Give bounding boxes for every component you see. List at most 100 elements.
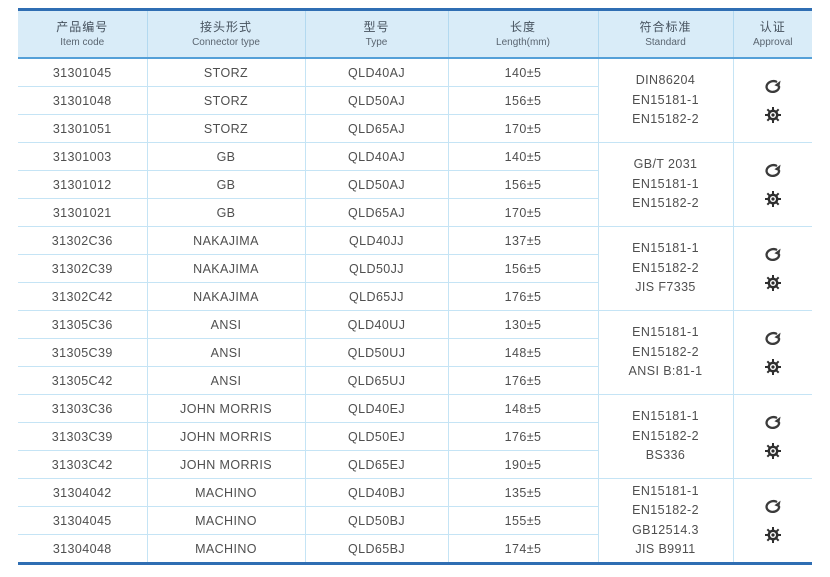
length-cell: 148±5 <box>447 394 599 423</box>
type-cell: QLD40UJ <box>304 310 449 339</box>
col-header-standard-en: Standard <box>645 36 686 48</box>
col-header-standard-zh: 符合标准 <box>639 20 692 35</box>
col-header-standard: 符合标准 Standard <box>597 9 733 59</box>
length-cell: 137±5 <box>447 226 599 255</box>
standard-cell: DIN86204 EN15181-1 EN15182-2 <box>597 57 734 143</box>
standard-cell: EN15181-1 EN15182-2 BS336 <box>597 394 734 479</box>
col-header-item-code: 产品编号 Item code <box>18 9 147 59</box>
table-row: 31304048 MACHINO QLD65BJ 174±5 <box>18 534 812 564</box>
connector-type-cell: JOHN MORRIS <box>146 450 306 479</box>
item-code-cell: 31302C42 <box>18 282 148 311</box>
item-code-cell: 31305C36 <box>18 310 148 339</box>
product-table: 产品编号 Item code 接头形式 Connector type 型号 Ty… <box>18 8 812 565</box>
length-cell: 148±5 <box>447 338 598 367</box>
gear-seal-icon <box>764 442 781 459</box>
item-code-cell: 31304048 <box>18 534 148 564</box>
type-cell: QLD65AJ <box>304 198 449 227</box>
item-code-cell: 31302C36 <box>18 226 148 255</box>
connector-type-cell: STORZ <box>146 114 306 143</box>
standard-line: EN15182-2 <box>632 196 699 211</box>
gear-seal-icon <box>764 106 781 123</box>
type-cell: QLD50UJ <box>304 338 449 367</box>
approval-cell <box>732 478 812 564</box>
standard-line: EN15181-1 <box>632 241 699 256</box>
item-code-cell: 31303C36 <box>18 394 148 423</box>
type-cell: QLD65JJ <box>304 282 449 311</box>
gear-seal-icon <box>764 274 781 291</box>
connector-type-cell: ANSI <box>146 310 306 339</box>
type-cell: QLD65AJ <box>304 114 449 143</box>
table-row: 31305C36 ANSI QLD40UJ 130±5 EN15181-1 EN15182… <box>18 310 812 395</box>
col-header-approval: 认证 Approval <box>732 9 812 59</box>
standard-line: EN15182-2 <box>632 112 699 127</box>
certificate-stamp-icon <box>762 79 783 96</box>
connector-type-cell: JOHN MORRIS <box>146 394 306 423</box>
table-row: 31303C39 JOHN MORRIS QLD50EJ 176±5 <box>18 422 812 451</box>
approval-icon-stack <box>736 331 811 375</box>
approval-cell <box>732 310 812 395</box>
type-cell: QLD40JJ <box>304 226 449 255</box>
connector-type-cell: GB <box>146 142 306 171</box>
type-cell: QLD65EJ <box>304 450 449 479</box>
header-row: 产品编号 Item code 接头形式 Connector type 型号 Ty… <box>18 9 812 59</box>
item-code-cell: 31304045 <box>18 506 148 535</box>
col-header-item-code-zh: 产品编号 <box>56 20 109 35</box>
gear-seal-icon <box>764 358 781 375</box>
length-cell: 190±5 <box>447 450 598 479</box>
length-cell: 176±5 <box>447 282 598 311</box>
col-header-connector-type-en: Connector type <box>192 36 260 48</box>
table-row: 31303C42 JOHN MORRIS QLD65EJ 190±5 <box>18 450 812 479</box>
table-row: 31301012 GB QLD50AJ 156±5 <box>18 170 812 199</box>
table-row: 31301051 STORZ QLD65AJ 170±5 <box>18 114 812 143</box>
connector-type-cell: GB <box>146 170 306 199</box>
type-cell: QLD65UJ <box>304 366 449 395</box>
standard-line: EN15182-2 <box>632 428 699 443</box>
length-cell: 140±5 <box>447 57 599 87</box>
standard-line: ANSI B:81-1 <box>628 364 703 379</box>
col-header-length: 长度 Length(mm) <box>447 9 598 59</box>
table-row: 31302C42 NAKAJIMA QLD65JJ 176±5 <box>18 282 812 311</box>
col-header-approval-zh: 认证 <box>759 20 786 35</box>
table-row: 31303C36 JOHN MORRIS QLD40EJ 148±5 EN15181-1… <box>18 394 812 479</box>
length-cell: 176±5 <box>447 422 598 451</box>
standard-line: JIS B9911 <box>635 541 696 556</box>
approval-icon-stack <box>736 247 811 291</box>
standard-line: JIS F7335 <box>635 280 696 295</box>
standard-line: EN15181-1 <box>632 483 699 498</box>
length-cell: 140±5 <box>447 142 599 171</box>
standard-line: BS336 <box>645 448 686 463</box>
col-header-length-en: Length(mm) <box>496 36 550 48</box>
length-cell: 176±5 <box>447 366 598 395</box>
standard-cell: EN15181-1 EN15182-2 GB12514.3 JIS B9911 <box>597 478 734 564</box>
connector-type-cell: JOHN MORRIS <box>146 422 306 451</box>
table-row: 31301021 GB QLD65AJ 170±5 <box>18 198 812 227</box>
standard-line: GB/T 2031 <box>633 157 698 172</box>
connector-type-cell: MACHINO <box>146 534 306 564</box>
type-cell: QLD40BJ <box>304 478 449 507</box>
item-code-cell: 31301048 <box>18 86 148 115</box>
table-row: 31301045 STORZ QLD40AJ 140±5 DIN86204 EN15181… <box>18 57 812 143</box>
approval-icon-stack <box>736 499 811 543</box>
item-code-cell: 31305C39 <box>18 338 148 367</box>
length-cell: 156±5 <box>447 86 598 115</box>
col-header-approval-en: Approval <box>753 36 793 48</box>
approval-cell <box>732 394 812 479</box>
standard-line: EN15181-1 <box>632 409 699 424</box>
connector-type-cell: ANSI <box>146 338 306 367</box>
standard-line: GB12514.3 <box>632 522 699 537</box>
type-cell: QLD40AJ <box>304 142 449 171</box>
approval-icon-stack <box>736 163 811 207</box>
table-row: 31301048 STORZ QLD50AJ 156±5 <box>18 86 812 115</box>
standard-line: EN15181-1 <box>632 176 699 191</box>
standard-line: EN15181-1 <box>632 325 699 340</box>
col-header-length-zh: 长度 <box>509 20 536 35</box>
standard-line: EN15182-2 <box>632 344 699 359</box>
table-row: 31301003 GB QLD40AJ 140±5 GB/T 2031 EN15181-1… <box>18 142 812 227</box>
length-cell: 174±5 <box>447 534 598 564</box>
table-row: 31302C39 NAKAJIMA QLD50JJ 156±5 <box>18 254 812 283</box>
col-header-item-code-en: Item code <box>60 36 105 48</box>
item-code-cell: 31303C42 <box>18 450 148 479</box>
approval-cell <box>732 57 812 143</box>
item-code-cell: 31303C39 <box>18 422 148 451</box>
connector-type-cell: MACHINO <box>146 478 306 507</box>
